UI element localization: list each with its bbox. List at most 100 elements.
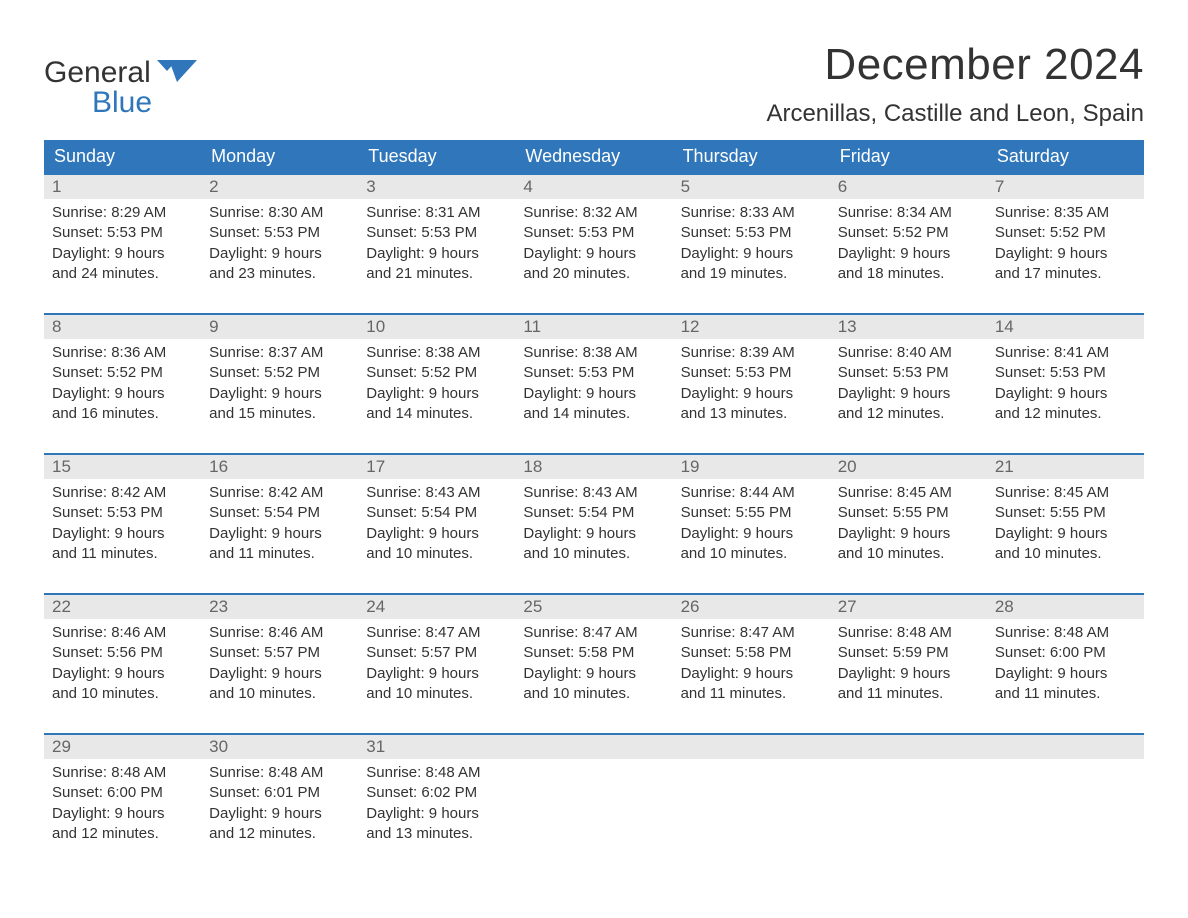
day-number: 3: [358, 175, 515, 199]
day-body: Sunrise: 8:38 AMSunset: 5:53 PMDaylight:…: [515, 339, 672, 430]
sunset-text: Sunset: 5:55 PM: [838, 503, 979, 523]
sunrise-text: Sunrise: 8:43 AM: [523, 483, 664, 503]
daylight-line1: Daylight: 9 hours: [995, 664, 1136, 684]
daylight-line1: Daylight: 9 hours: [681, 384, 822, 404]
sunset-text: Sunset: 5:58 PM: [681, 643, 822, 663]
sunrise-text: Sunrise: 8:36 AM: [52, 343, 193, 363]
sunrise-text: Sunrise: 8:39 AM: [681, 343, 822, 363]
daylight-line1: Daylight: 9 hours: [366, 524, 507, 544]
day-number: 22: [44, 595, 201, 619]
daylight-line2: and 10 minutes.: [366, 684, 507, 704]
day-number: 23: [201, 595, 358, 619]
sunset-text: Sunset: 5:53 PM: [52, 503, 193, 523]
day-body: [987, 759, 1144, 839]
location: Arcenillas, Castille and Leon, Spain: [766, 100, 1144, 128]
sunrise-text: Sunrise: 8:47 AM: [681, 623, 822, 643]
daylight-line2: and 11 minutes.: [209, 544, 350, 564]
day-number: [987, 735, 1144, 759]
sunrise-text: Sunrise: 8:42 AM: [52, 483, 193, 503]
weekday-sat: Saturday: [987, 140, 1144, 173]
sunset-text: Sunset: 5:53 PM: [209, 223, 350, 243]
daylight-line2: and 17 minutes.: [995, 264, 1136, 284]
day-body: Sunrise: 8:43 AMSunset: 5:54 PMDaylight:…: [515, 479, 672, 570]
day-body: Sunrise: 8:30 AMSunset: 5:53 PMDaylight:…: [201, 199, 358, 290]
daylight-line2: and 12 minutes.: [52, 824, 193, 844]
day-body: Sunrise: 8:47 AMSunset: 5:58 PMDaylight:…: [673, 619, 830, 710]
day-body: Sunrise: 8:32 AMSunset: 5:53 PMDaylight:…: [515, 199, 672, 290]
sunrise-text: Sunrise: 8:48 AM: [995, 623, 1136, 643]
day-number: 2: [201, 175, 358, 199]
day-number: 11: [515, 315, 672, 339]
sunset-text: Sunset: 5:53 PM: [681, 223, 822, 243]
day-cell: 1Sunrise: 8:29 AMSunset: 5:53 PMDaylight…: [44, 175, 201, 293]
day-number: 28: [987, 595, 1144, 619]
day-body: Sunrise: 8:35 AMSunset: 5:52 PMDaylight:…: [987, 199, 1144, 290]
daylight-line2: and 12 minutes.: [209, 824, 350, 844]
day-cell: 26Sunrise: 8:47 AMSunset: 5:58 PMDayligh…: [673, 595, 830, 713]
sunset-text: Sunset: 5:55 PM: [681, 503, 822, 523]
week-row: 29Sunrise: 8:48 AMSunset: 6:00 PMDayligh…: [44, 733, 1144, 853]
day-number: [673, 735, 830, 759]
logo-word1: General: [44, 58, 151, 88]
day-cell: 13Sunrise: 8:40 AMSunset: 5:53 PMDayligh…: [830, 315, 987, 433]
sunrise-text: Sunrise: 8:38 AM: [523, 343, 664, 363]
day-cell: 3Sunrise: 8:31 AMSunset: 5:53 PMDaylight…: [358, 175, 515, 293]
daylight-line1: Daylight: 9 hours: [209, 384, 350, 404]
day-number: [830, 735, 987, 759]
day-cell: 30Sunrise: 8:48 AMSunset: 6:01 PMDayligh…: [201, 735, 358, 853]
day-number: 12: [673, 315, 830, 339]
day-cell: 4Sunrise: 8:32 AMSunset: 5:53 PMDaylight…: [515, 175, 672, 293]
day-body: Sunrise: 8:47 AMSunset: 5:58 PMDaylight:…: [515, 619, 672, 710]
sunrise-text: Sunrise: 8:32 AM: [523, 203, 664, 223]
day-body: Sunrise: 8:48 AMSunset: 6:00 PMDaylight:…: [44, 759, 201, 850]
week-row: 1Sunrise: 8:29 AMSunset: 5:53 PMDaylight…: [44, 173, 1144, 293]
day-number: 9: [201, 315, 358, 339]
day-body: Sunrise: 8:47 AMSunset: 5:57 PMDaylight:…: [358, 619, 515, 710]
daylight-line2: and 18 minutes.: [838, 264, 979, 284]
sunset-text: Sunset: 6:00 PM: [52, 783, 193, 803]
daylight-line1: Daylight: 9 hours: [209, 244, 350, 264]
daylight-line1: Daylight: 9 hours: [52, 664, 193, 684]
daylight-line1: Daylight: 9 hours: [995, 524, 1136, 544]
day-cell: 10Sunrise: 8:38 AMSunset: 5:52 PMDayligh…: [358, 315, 515, 433]
sunset-text: Sunset: 5:53 PM: [995, 363, 1136, 383]
day-number: 20: [830, 455, 987, 479]
daylight-line1: Daylight: 9 hours: [995, 244, 1136, 264]
sunrise-text: Sunrise: 8:48 AM: [52, 763, 193, 783]
day-cell: 7Sunrise: 8:35 AMSunset: 5:52 PMDaylight…: [987, 175, 1144, 293]
day-body: Sunrise: 8:46 AMSunset: 5:56 PMDaylight:…: [44, 619, 201, 710]
daylight-line1: Daylight: 9 hours: [523, 384, 664, 404]
day-body: Sunrise: 8:46 AMSunset: 5:57 PMDaylight:…: [201, 619, 358, 710]
day-cell: 21Sunrise: 8:45 AMSunset: 5:55 PMDayligh…: [987, 455, 1144, 573]
logo-word2: Blue: [44, 88, 197, 118]
day-cell: 20Sunrise: 8:45 AMSunset: 5:55 PMDayligh…: [830, 455, 987, 573]
daylight-line1: Daylight: 9 hours: [681, 524, 822, 544]
weekday-mon: Monday: [201, 140, 358, 173]
day-cell: 25Sunrise: 8:47 AMSunset: 5:58 PMDayligh…: [515, 595, 672, 713]
day-cell: 18Sunrise: 8:43 AMSunset: 5:54 PMDayligh…: [515, 455, 672, 573]
daylight-line2: and 10 minutes.: [838, 544, 979, 564]
daylight-line1: Daylight: 9 hours: [209, 524, 350, 544]
daylight-line1: Daylight: 9 hours: [52, 524, 193, 544]
weekday-sun: Sunday: [44, 140, 201, 173]
week-row: 22Sunrise: 8:46 AMSunset: 5:56 PMDayligh…: [44, 593, 1144, 713]
day-body: Sunrise: 8:45 AMSunset: 5:55 PMDaylight:…: [830, 479, 987, 570]
day-cell: 29Sunrise: 8:48 AMSunset: 6:00 PMDayligh…: [44, 735, 201, 853]
day-number: 17: [358, 455, 515, 479]
day-body: Sunrise: 8:40 AMSunset: 5:53 PMDaylight:…: [830, 339, 987, 430]
day-body: Sunrise: 8:48 AMSunset: 5:59 PMDaylight:…: [830, 619, 987, 710]
day-cell: 14Sunrise: 8:41 AMSunset: 5:53 PMDayligh…: [987, 315, 1144, 433]
day-body: [673, 759, 830, 839]
daylight-line2: and 13 minutes.: [681, 404, 822, 424]
sunset-text: Sunset: 5:54 PM: [366, 503, 507, 523]
daylight-line1: Daylight: 9 hours: [838, 384, 979, 404]
day-number: 24: [358, 595, 515, 619]
month-title: December 2024: [766, 40, 1144, 90]
day-cell: 15Sunrise: 8:42 AMSunset: 5:53 PMDayligh…: [44, 455, 201, 573]
sunrise-text: Sunrise: 8:42 AM: [209, 483, 350, 503]
sunrise-text: Sunrise: 8:37 AM: [209, 343, 350, 363]
daylight-line2: and 23 minutes.: [209, 264, 350, 284]
day-number: 27: [830, 595, 987, 619]
day-number: 16: [201, 455, 358, 479]
logo: General Blue: [44, 40, 197, 118]
